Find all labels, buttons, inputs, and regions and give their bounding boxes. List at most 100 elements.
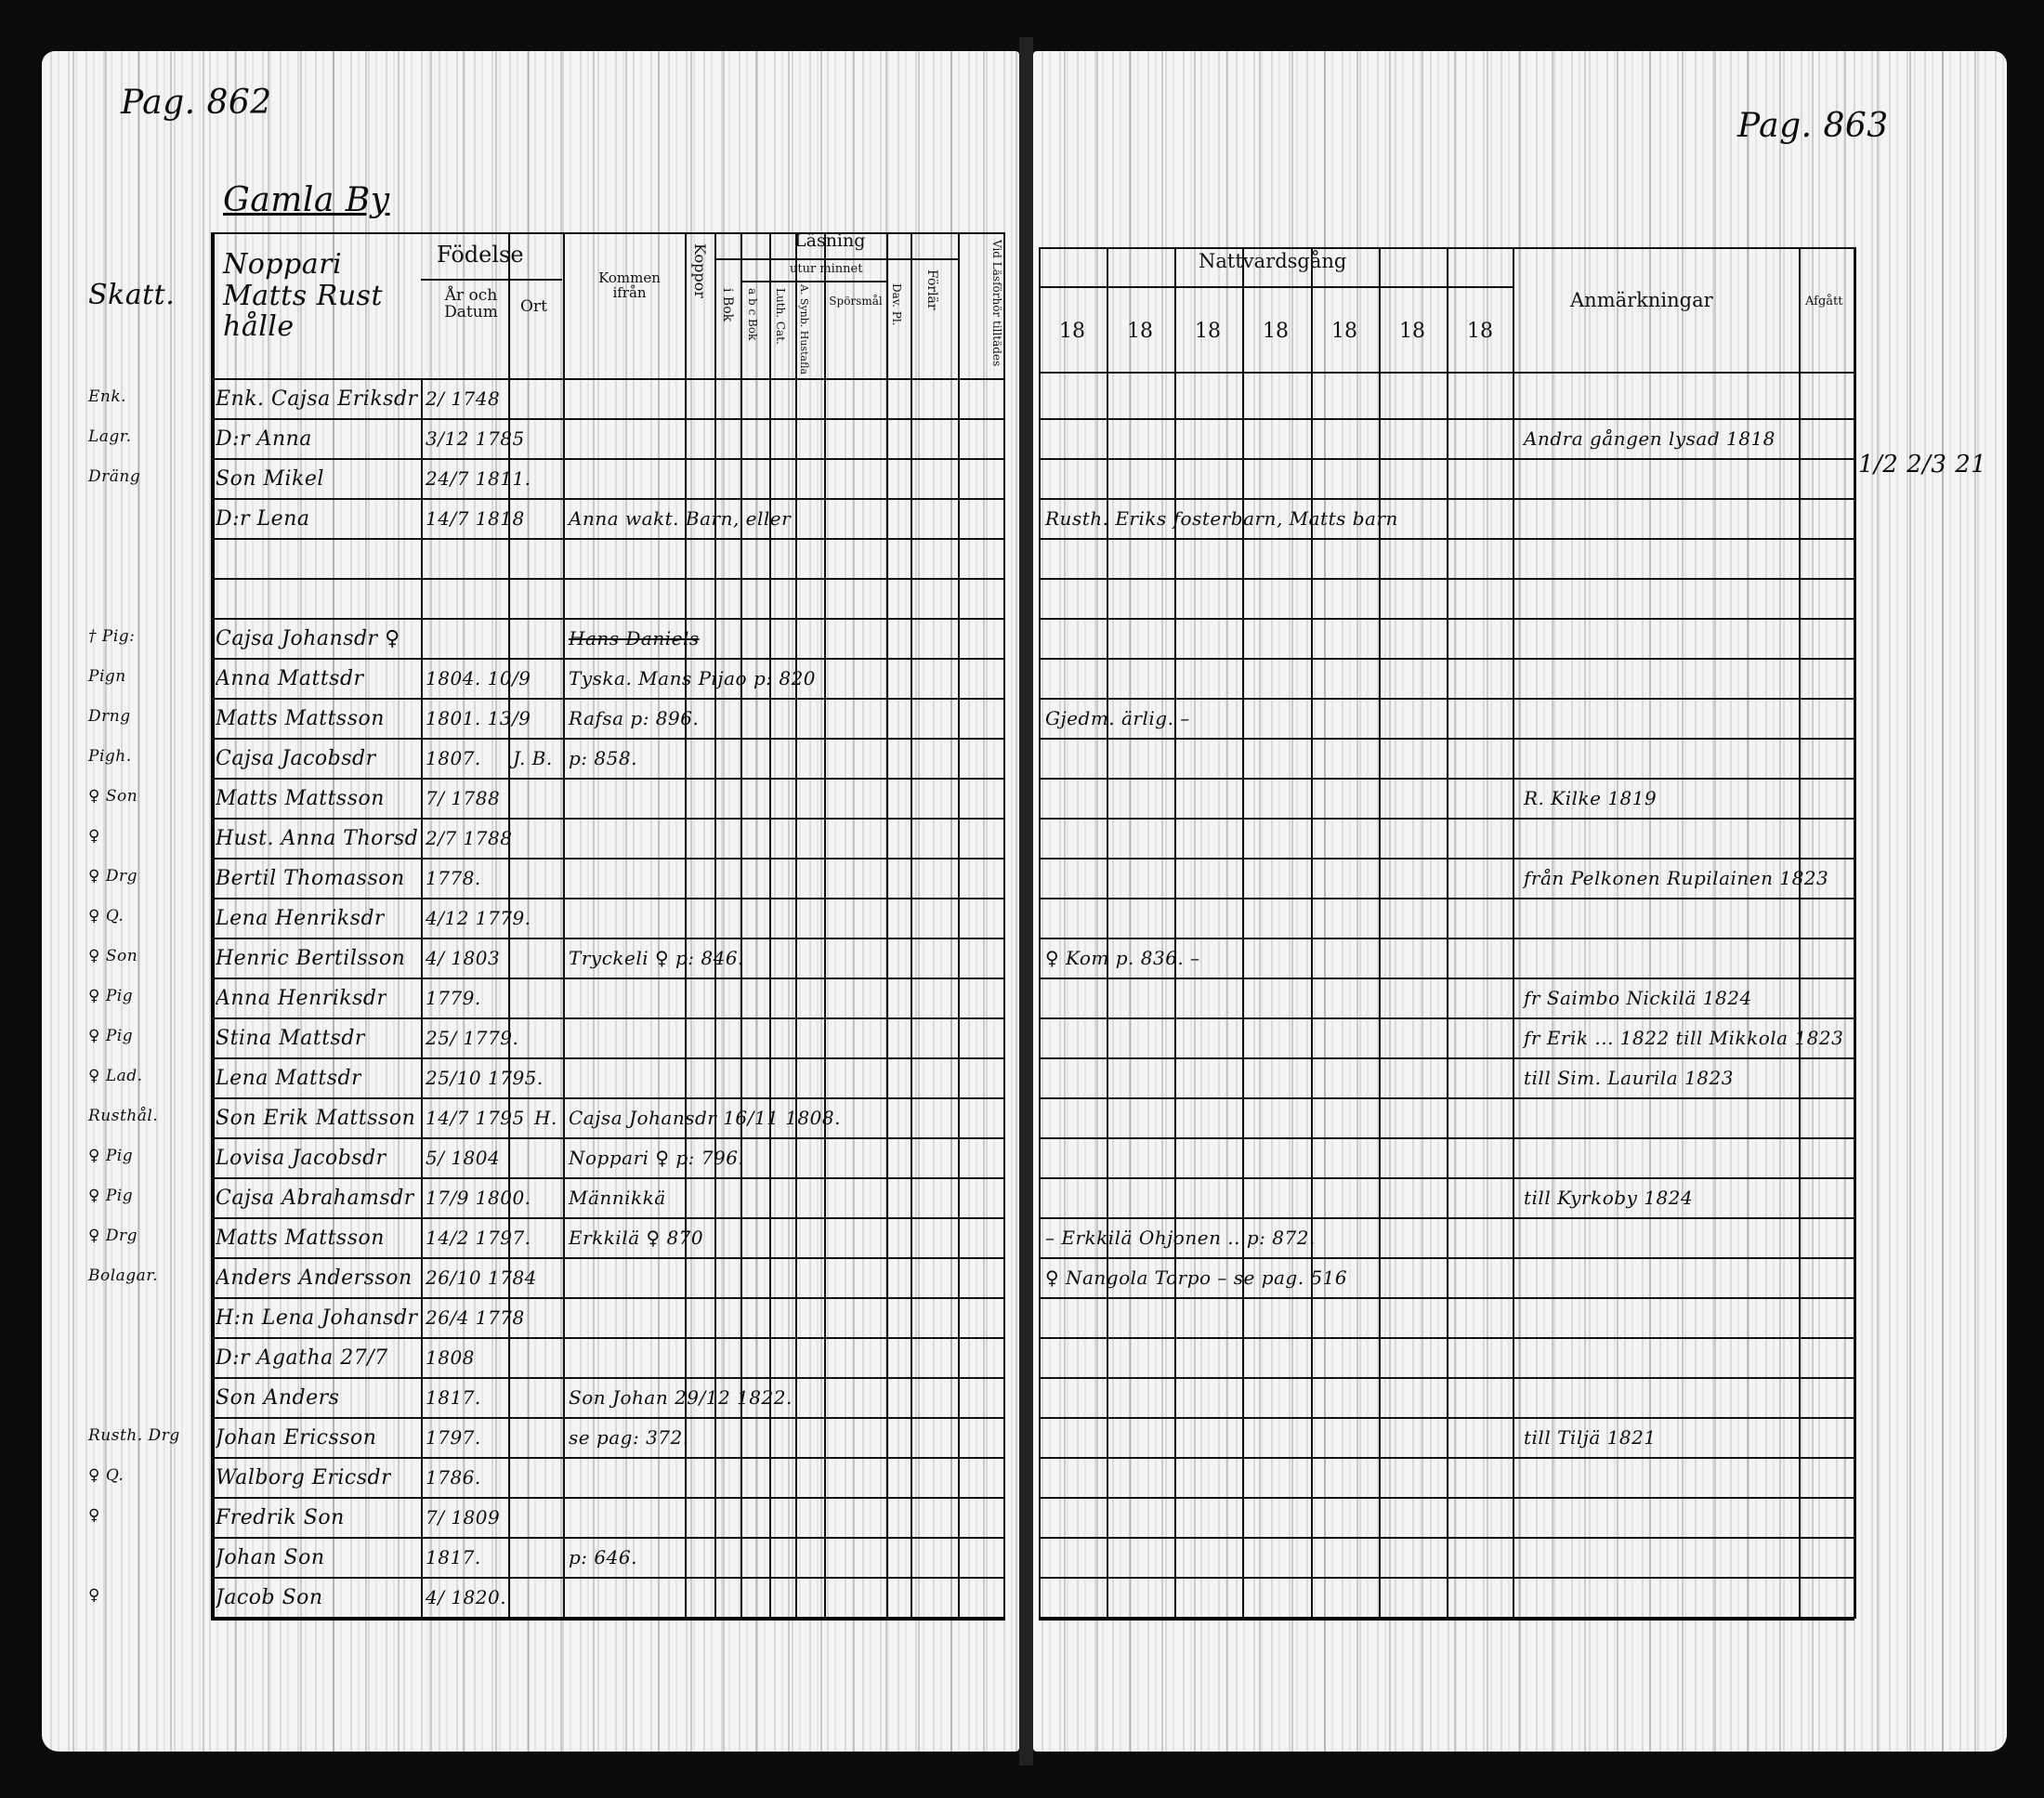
row-rule xyxy=(211,898,1005,899)
row-rule xyxy=(211,1617,1005,1621)
row-margin-note: Pigh. xyxy=(88,747,132,766)
row-rule xyxy=(211,1097,1005,1099)
person-name: Fredrik Son xyxy=(216,1506,345,1529)
row-rule xyxy=(211,1417,1005,1419)
column-rule xyxy=(685,232,687,1619)
row-rule xyxy=(211,1177,1005,1179)
person-name: Johan Son xyxy=(216,1546,325,1569)
row-rule xyxy=(211,618,1005,620)
row-margin-note: Drng xyxy=(88,707,131,726)
row-rule xyxy=(211,578,1005,580)
person-name: Henric Bertilsson xyxy=(216,947,406,970)
year-prefix: 18 xyxy=(1467,320,1493,343)
birth-date: 1804. 10/9 xyxy=(426,667,531,689)
header-bottom-rule xyxy=(1039,372,1854,374)
row-rule xyxy=(211,1457,1005,1459)
column-rule xyxy=(211,232,215,1619)
birth-date: 1817. xyxy=(426,1386,481,1409)
row-rule xyxy=(1039,1497,1854,1499)
year-prefix: 18 xyxy=(1059,320,1085,343)
year-prefix: 18 xyxy=(1195,320,1221,343)
row-rule xyxy=(1039,1297,1854,1299)
remark: från Pelkonen Rupilainen 1823 xyxy=(1524,867,1829,889)
row-rule xyxy=(1039,618,1854,620)
header-dav-pl: Dav. Pl. xyxy=(890,283,903,326)
row-margin-note: ♀ xyxy=(88,1586,100,1605)
person-name: H:n Lena Johansdr xyxy=(216,1306,418,1330)
person-name: Walborg Ericsdr xyxy=(216,1466,392,1490)
communion-note: – Erkkilä Ohjonen .. p: 872. xyxy=(1045,1227,1316,1249)
person-name: Anders Andersson Lebell xyxy=(216,1266,418,1290)
row-margin-note: Pign xyxy=(88,667,126,686)
header-koppor: Koppor xyxy=(691,243,709,298)
header-anmarkningar: Anmärkningar xyxy=(1570,289,1713,311)
year-prefix: 18 xyxy=(1331,320,1357,343)
birth-date: 1779. xyxy=(426,987,481,1009)
birth-date: 26/4 1778 xyxy=(426,1306,525,1329)
row-rule xyxy=(1039,1217,1854,1219)
row-rule xyxy=(211,1537,1005,1539)
birth-date: 1817. xyxy=(426,1546,481,1568)
column-rule xyxy=(911,232,912,1619)
row-rule xyxy=(211,698,1005,700)
right-page-number: Pag. 863 xyxy=(1737,107,1889,145)
birth-date: 14/7 1795 xyxy=(426,1107,525,1129)
row-rule xyxy=(211,938,1005,939)
nattvard-rule xyxy=(1039,286,1513,288)
row-rule xyxy=(211,1217,1005,1219)
header-top-rule xyxy=(1039,247,1854,249)
person-name: Anna Henriksdr xyxy=(216,987,387,1010)
column-rule xyxy=(824,232,826,1619)
column-rule xyxy=(421,378,423,1619)
year-prefix: 18 xyxy=(1399,320,1425,343)
header-top-rule xyxy=(211,232,1005,234)
header-nattvardsgang: Nattvardsgång xyxy=(1199,250,1347,272)
row-margin-note: Rusthål. xyxy=(88,1107,159,1125)
person-name: D:r Anna xyxy=(216,427,312,451)
column-rule xyxy=(1242,247,1244,1619)
row-rule xyxy=(1039,1457,1854,1459)
birth-date: 2/ 1748 xyxy=(426,387,501,410)
moved-from: Hans Daniels xyxy=(569,627,700,650)
utur-minnet-rule xyxy=(740,281,886,282)
right-page xyxy=(1033,51,2007,1752)
row-rule xyxy=(211,1017,1005,1019)
row-rule xyxy=(1039,698,1854,700)
birth-date: 17/9 1800. xyxy=(426,1187,531,1209)
birth-date: 14/7 1818 xyxy=(426,507,525,530)
person-name: D:r Lena xyxy=(216,507,310,531)
row-margin-note: ♀ Q. xyxy=(88,1466,124,1485)
header-utur-minnet: utur minnet xyxy=(790,262,863,276)
birth-date: 1778. xyxy=(426,867,481,889)
row-margin-note: ♀ Pig xyxy=(88,1147,134,1165)
row-rule xyxy=(211,818,1005,820)
margin-heading: Skatt. xyxy=(88,279,176,311)
row-margin-note: ♀ Pig xyxy=(88,987,134,1005)
column-rule xyxy=(1854,247,1856,1619)
row-rule xyxy=(1039,898,1854,899)
moved-from: p: 858. xyxy=(569,747,637,769)
header-bottom-rule xyxy=(211,378,1005,380)
row-rule xyxy=(211,1577,1005,1579)
row-margin-note: ♀ Pig xyxy=(88,1187,134,1205)
row-rule xyxy=(1039,1577,1854,1579)
row-rule xyxy=(1039,938,1854,939)
remark: fr Saimbo Nickilä 1824 xyxy=(1524,987,1752,1009)
header-afgatt: Afgått xyxy=(1805,295,1843,308)
communion-note: Gjedm. ärlig. – xyxy=(1045,707,1190,729)
person-name: Jacob Son xyxy=(216,1586,323,1609)
moved-from: se pag: 372. xyxy=(569,1426,689,1449)
column-rule xyxy=(769,232,771,1619)
birth-date: 14/2 1797. xyxy=(426,1227,531,1249)
row-rule xyxy=(211,858,1005,860)
row-rule xyxy=(211,978,1005,979)
person-name: Matts Mattsson xyxy=(216,787,385,810)
header-abc-bok: a b c Bok xyxy=(746,288,759,341)
moved-from: Anna wakt. Barn, eller xyxy=(569,507,792,530)
row-rule xyxy=(1039,1097,1854,1099)
margin-departure-note: 1/2 2/3 21 xyxy=(1858,451,1987,479)
row-margin-note: ♀ Q. xyxy=(88,907,124,925)
remark: fr Erik ... 1822 till Mikkola 1823 xyxy=(1524,1027,1844,1049)
column-rule xyxy=(508,232,510,1619)
column-rule xyxy=(1174,247,1176,1619)
